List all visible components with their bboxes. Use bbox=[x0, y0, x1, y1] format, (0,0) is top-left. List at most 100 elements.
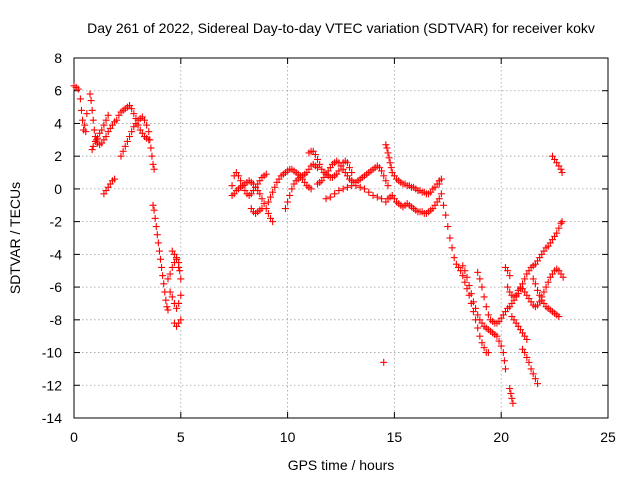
series-track-s bbox=[382, 141, 445, 198]
data-point bbox=[437, 175, 445, 183]
y-tick-label: 4 bbox=[54, 115, 62, 131]
data-point bbox=[87, 97, 95, 105]
data-point bbox=[119, 147, 127, 155]
series-track-u bbox=[380, 358, 388, 366]
data-point bbox=[476, 275, 484, 283]
data-point bbox=[352, 182, 360, 190]
data-point bbox=[474, 311, 482, 319]
data-point bbox=[177, 291, 185, 299]
y-tick-labels: 8 6 4 2 0 -2 -4 -6 -8 -10 -12 -14 bbox=[42, 50, 62, 426]
data-point bbox=[258, 205, 266, 213]
data-point bbox=[534, 380, 542, 388]
data-point bbox=[383, 144, 391, 152]
data-point bbox=[474, 268, 482, 276]
data-point bbox=[77, 106, 85, 114]
data-point bbox=[284, 198, 292, 206]
series-track-n bbox=[264, 160, 322, 206]
data-point bbox=[461, 267, 469, 275]
data-point bbox=[378, 167, 386, 175]
data-point bbox=[234, 172, 242, 180]
data-point bbox=[544, 278, 552, 286]
data-point bbox=[168, 293, 176, 301]
data-point bbox=[104, 111, 112, 119]
series-track-d bbox=[117, 113, 158, 173]
data-point bbox=[493, 332, 501, 340]
data-point bbox=[154, 239, 162, 247]
data-point bbox=[314, 155, 322, 163]
data-point bbox=[175, 263, 183, 271]
data-point bbox=[173, 304, 181, 312]
data-point bbox=[555, 224, 563, 232]
data-point bbox=[149, 160, 157, 168]
data-point bbox=[506, 385, 514, 393]
data-point bbox=[387, 164, 395, 172]
data-point bbox=[540, 288, 548, 296]
y-tick-label: -8 bbox=[50, 312, 63, 328]
series-track-g bbox=[149, 201, 172, 314]
data-point bbox=[153, 231, 161, 239]
data-point bbox=[435, 180, 443, 188]
series-track-w bbox=[459, 262, 509, 373]
data-point bbox=[322, 195, 330, 203]
data-point bbox=[158, 263, 166, 271]
data-point bbox=[461, 278, 469, 286]
data-point bbox=[147, 144, 155, 152]
data-point bbox=[176, 267, 184, 275]
y-tick-label: -14 bbox=[42, 410, 62, 426]
data-point bbox=[476, 332, 484, 340]
data-point bbox=[151, 214, 159, 222]
data-point bbox=[465, 281, 473, 289]
x-axis-label: GPS time / hours bbox=[288, 457, 395, 473]
x-tick-labels: 0 5 10 15 20 25 bbox=[70, 429, 616, 445]
y-axis-label: SDTVAR / TECUs bbox=[7, 182, 23, 294]
data-point bbox=[130, 110, 138, 118]
data-point bbox=[506, 272, 514, 280]
data-point bbox=[271, 183, 279, 191]
data-point bbox=[531, 375, 539, 383]
data-point bbox=[88, 146, 96, 154]
data-point bbox=[128, 105, 136, 113]
data-point bbox=[529, 275, 537, 283]
data-point bbox=[81, 121, 89, 129]
data-point bbox=[346, 164, 354, 172]
data-point bbox=[386, 159, 394, 167]
data-point bbox=[331, 190, 339, 198]
chart-title: Day 261 of 2022, Sidereal Day-to-day VTE… bbox=[87, 20, 595, 36]
data-point bbox=[163, 303, 171, 311]
x-tick-label: 5 bbox=[177, 429, 185, 445]
data-point bbox=[92, 136, 100, 144]
data-point bbox=[170, 250, 178, 258]
data-point bbox=[74, 85, 82, 93]
data-point bbox=[467, 290, 475, 298]
data-point bbox=[534, 286, 542, 294]
data-point bbox=[79, 116, 87, 124]
data-point bbox=[380, 358, 388, 366]
data-point bbox=[140, 116, 148, 124]
data-point bbox=[500, 357, 508, 365]
series-track-ae bbox=[501, 263, 514, 280]
series-track-y bbox=[504, 265, 567, 311]
data-point bbox=[93, 134, 101, 142]
series-track-m bbox=[247, 205, 266, 217]
data-point bbox=[442, 211, 450, 219]
data-point bbox=[484, 311, 492, 319]
y-tick-label: 0 bbox=[54, 181, 62, 197]
data-point bbox=[558, 218, 566, 226]
data-point bbox=[521, 275, 529, 283]
data-point bbox=[307, 185, 315, 193]
data-point bbox=[126, 133, 134, 141]
data-point bbox=[440, 201, 448, 209]
data-point bbox=[335, 187, 343, 195]
data-point bbox=[482, 303, 490, 311]
data-points bbox=[70, 82, 567, 407]
series-track-ac bbox=[529, 275, 563, 321]
data-point bbox=[557, 219, 565, 227]
series-track-j bbox=[168, 247, 185, 283]
data-point bbox=[555, 313, 563, 321]
data-point bbox=[256, 190, 264, 198]
data-point bbox=[348, 169, 356, 177]
data-point bbox=[286, 191, 294, 199]
data-point bbox=[281, 205, 289, 213]
data-point bbox=[88, 106, 96, 114]
